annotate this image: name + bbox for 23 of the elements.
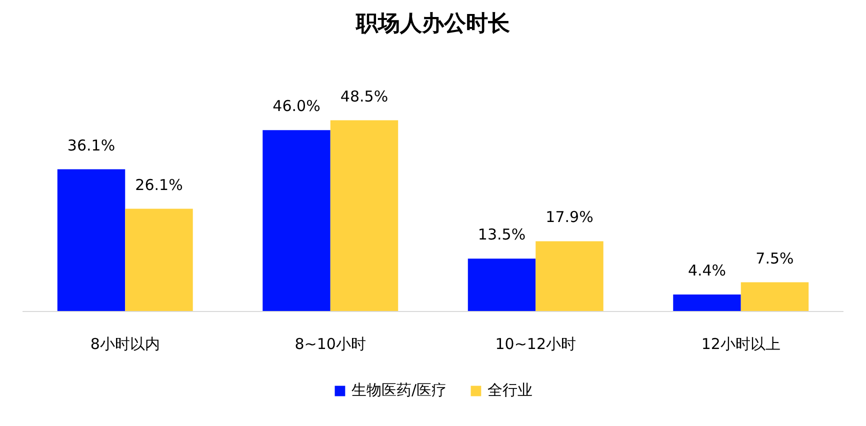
x-tick-label: 8~10小时 [294, 334, 366, 353]
bar [262, 130, 330, 312]
data-label: 36.1% [67, 136, 116, 154]
bar [125, 208, 193, 312]
bar [740, 282, 809, 312]
data-label: 7.5% [756, 249, 794, 268]
bar [536, 241, 604, 312]
data-label: 4.4% [688, 262, 726, 280]
x-tick-label: 10~12小时 [495, 334, 576, 353]
x-tick-label: 8小时以内 [90, 334, 160, 353]
data-label: 48.5% [340, 87, 388, 106]
chart-title: 职场人办公时长 [355, 12, 511, 36]
bar [57, 169, 126, 312]
legend-label: 生物医药/医疗 [351, 381, 447, 400]
data-label: 17.9% [546, 208, 594, 226]
bar [330, 120, 398, 312]
data-label: 13.5% [478, 226, 526, 244]
x-tick-label: 12小时以上 [701, 334, 780, 353]
data-label: 26.1% [135, 176, 183, 194]
data-label: 46.0% [272, 97, 320, 116]
bar [468, 258, 536, 312]
legend-label: 全行业 [488, 381, 533, 400]
bar [673, 294, 741, 312]
